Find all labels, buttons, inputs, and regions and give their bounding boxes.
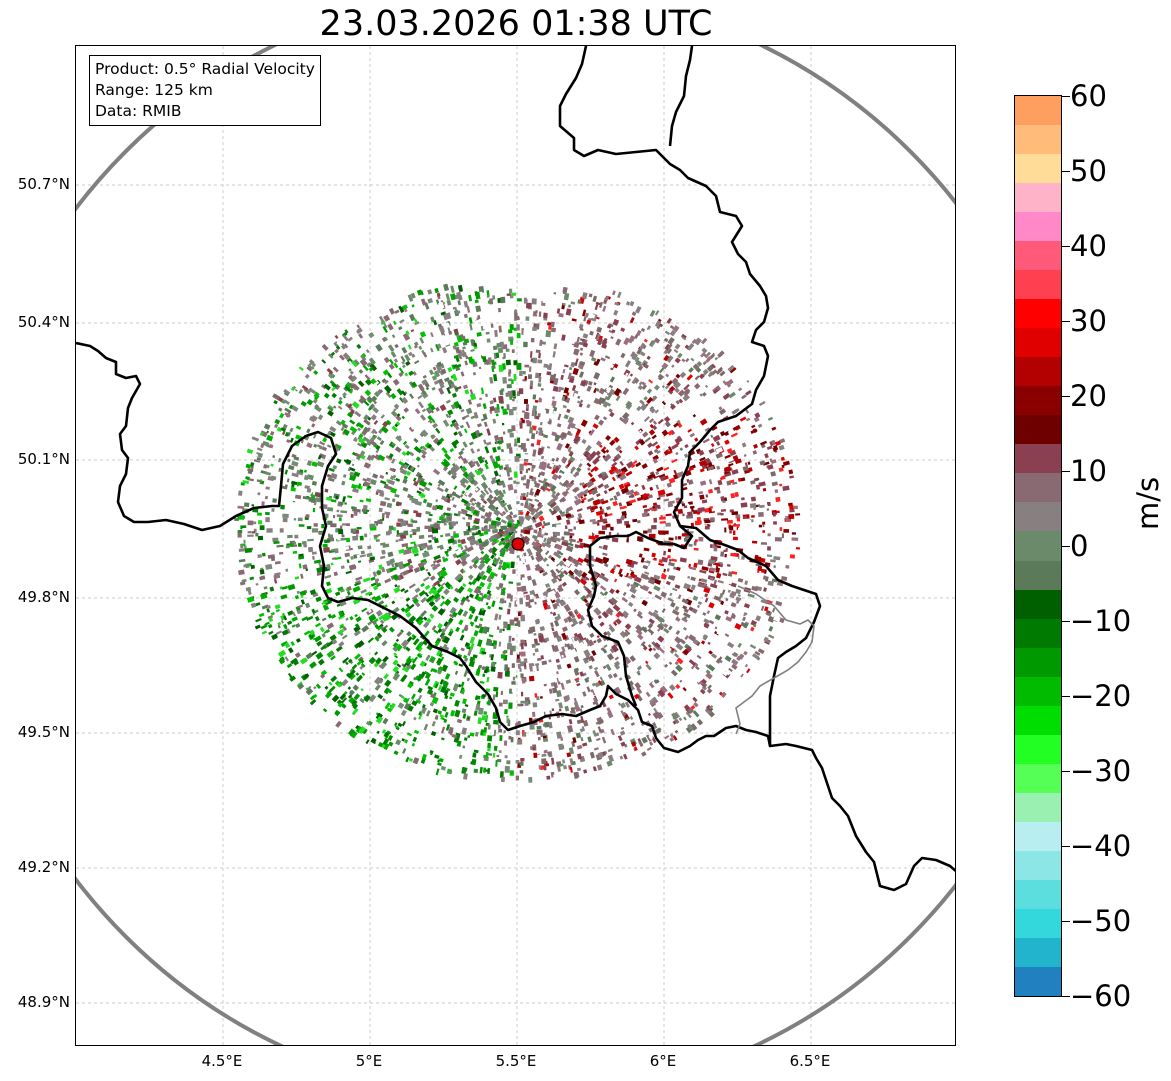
colorbar-segment	[1015, 560, 1061, 591]
colorbar-segment	[1015, 908, 1061, 939]
colorbar-segment	[1015, 473, 1061, 504]
colorbar-tick	[1062, 621, 1070, 622]
colorbar-segment	[1015, 850, 1061, 881]
info-data-source: Data: RMIB	[95, 102, 182, 120]
colorbar-segment	[1015, 444, 1061, 474]
colorbar-segment	[1015, 183, 1061, 213]
lat-label: 50.1°N	[17, 450, 70, 468]
colorbar-segment	[1015, 705, 1061, 736]
map-title: 23.03.2026 01:38 UTC	[319, 4, 713, 44]
colorbar-segment	[1015, 618, 1061, 649]
colorbar-segment	[1015, 357, 1061, 387]
colorbar-tick-label: −20	[1070, 679, 1132, 713]
colorbar-tick-label: 50	[1070, 154, 1107, 188]
lon-label: 5°E	[355, 1052, 383, 1070]
colorbar-segment	[1015, 531, 1061, 562]
velocity-echoes	[234, 283, 801, 783]
info-box: Product: 0.5° Radial Velocity Range: 125…	[89, 55, 321, 126]
country-borders	[76, 46, 955, 892]
colorbar-tick-label: 30	[1070, 304, 1107, 338]
colorbar-segment	[1015, 937, 1061, 968]
colorbar-segment	[1015, 676, 1061, 707]
colorbar-segment	[1015, 821, 1061, 852]
lat-label: 49.8°N	[17, 588, 70, 606]
colorbar-tick	[1062, 546, 1070, 547]
colorbar-segment	[1015, 241, 1061, 271]
colorbar-segment	[1015, 966, 1061, 996]
colorbar-tick	[1062, 996, 1070, 997]
colorbar-tick-label: 40	[1070, 229, 1107, 263]
lon-label: 4.5°E	[201, 1052, 243, 1070]
colorbar-tick-label: −40	[1070, 829, 1132, 863]
colorbar-segment	[1015, 502, 1061, 533]
colorbar-tick-label: −60	[1070, 979, 1132, 1013]
lon-label: 5.5°E	[495, 1052, 537, 1070]
map-canvas	[76, 46, 955, 1045]
colorbar-segment	[1015, 328, 1061, 358]
colorbar-tick-label: 0	[1070, 529, 1089, 563]
colorbar-tick	[1062, 771, 1070, 772]
colorbar-segment	[1015, 212, 1061, 242]
colorbar-tick	[1062, 96, 1070, 97]
minor-border	[735, 585, 815, 735]
colorbar	[1014, 95, 1062, 997]
colorbar-tick	[1062, 321, 1070, 322]
colorbar-segment	[1015, 386, 1061, 416]
colorbar-segment	[1015, 415, 1061, 445]
colorbar-tick	[1062, 696, 1070, 697]
colorbar-tick-label: −50	[1070, 904, 1132, 938]
colorbar-tick	[1062, 921, 1070, 922]
colorbar-tick	[1062, 171, 1070, 172]
lat-label: 48.9°N	[17, 993, 70, 1011]
colorbar-unit: m/s	[1131, 476, 1165, 530]
colorbar-segment	[1015, 270, 1061, 300]
colorbar-tick-label: 10	[1070, 454, 1107, 488]
lat-label: 49.2°N	[17, 858, 70, 876]
colorbar-tick	[1062, 396, 1070, 397]
colorbar-segment	[1015, 734, 1061, 765]
colorbar-tick-label: −10	[1070, 604, 1132, 638]
colorbar-segment	[1015, 647, 1061, 678]
radar-map[interactable]	[75, 45, 956, 1046]
radar-site-marker	[511, 537, 525, 551]
colorbar-tick-label: 20	[1070, 379, 1107, 413]
info-range: Range: 125 km	[95, 81, 213, 99]
colorbar-segment	[1015, 879, 1061, 910]
colorbar-segment	[1015, 96, 1061, 126]
colorbar-tick	[1062, 846, 1070, 847]
colorbar-segment	[1015, 589, 1061, 620]
lat-label: 50.4°N	[17, 313, 70, 331]
colorbar-segment	[1015, 299, 1061, 329]
colorbar-tick	[1062, 246, 1070, 247]
colorbar-tick-label: 60	[1070, 79, 1107, 113]
lat-label: 49.5°N	[17, 723, 70, 741]
lat-label: 50.7°N	[17, 175, 70, 193]
lon-label: 6°E	[649, 1052, 677, 1070]
colorbar-segment	[1015, 125, 1061, 155]
lon-label: 6.5°E	[789, 1052, 831, 1070]
colorbar-tick-label: −30	[1070, 754, 1132, 788]
colorbar-segment	[1015, 763, 1061, 794]
colorbar-tick	[1062, 471, 1070, 472]
colorbar-segment	[1015, 154, 1061, 184]
colorbar-segment	[1015, 792, 1061, 823]
info-product: Product: 0.5° Radial Velocity	[95, 60, 315, 78]
